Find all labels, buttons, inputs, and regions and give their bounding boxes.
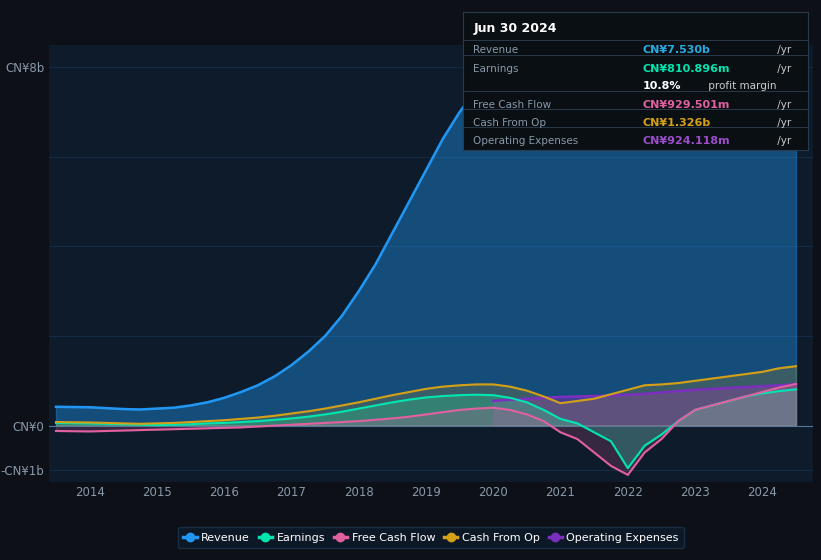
Text: CN¥924.118m: CN¥924.118m [642,136,730,146]
Text: CN¥1.326b: CN¥1.326b [642,118,711,128]
Text: profit margin: profit margin [704,81,776,91]
Legend: Revenue, Earnings, Free Cash Flow, Cash From Op, Operating Expenses: Revenue, Earnings, Free Cash Flow, Cash … [177,527,685,548]
Text: /yr: /yr [773,45,791,55]
Text: /yr: /yr [773,100,791,110]
Text: /yr: /yr [773,64,791,74]
Text: 10.8%: 10.8% [642,81,681,91]
Text: Operating Expenses: Operating Expenses [474,136,579,146]
Text: CN¥929.501m: CN¥929.501m [642,100,730,110]
Text: Cash From Op: Cash From Op [474,118,546,128]
Text: Jun 30 2024: Jun 30 2024 [474,22,557,35]
Text: CN¥7.530b: CN¥7.530b [642,45,710,55]
Text: CN¥810.896m: CN¥810.896m [642,64,730,74]
Text: /yr: /yr [773,136,791,146]
Text: Earnings: Earnings [474,64,519,74]
Text: /yr: /yr [773,118,791,128]
Text: Free Cash Flow: Free Cash Flow [474,100,552,110]
Text: Revenue: Revenue [474,45,519,55]
